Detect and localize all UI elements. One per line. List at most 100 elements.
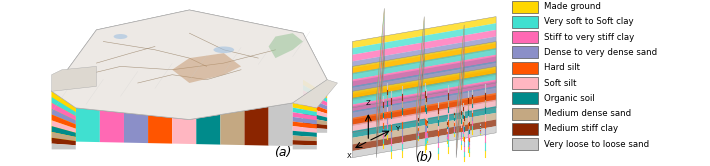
Polygon shape xyxy=(456,60,464,149)
Polygon shape xyxy=(52,115,76,129)
Polygon shape xyxy=(52,126,76,137)
Polygon shape xyxy=(303,90,327,106)
Polygon shape xyxy=(52,10,327,120)
Bar xyxy=(512,46,538,58)
Polygon shape xyxy=(293,135,317,141)
Polygon shape xyxy=(456,70,464,158)
Text: Medium stiff clay: Medium stiff clay xyxy=(544,124,618,133)
Polygon shape xyxy=(268,33,303,58)
Polygon shape xyxy=(52,97,76,116)
Polygon shape xyxy=(352,113,496,144)
Polygon shape xyxy=(416,51,425,148)
Polygon shape xyxy=(352,101,496,133)
Polygon shape xyxy=(376,43,384,140)
Text: Medium dense sand: Medium dense sand xyxy=(544,109,631,118)
Bar xyxy=(512,138,538,150)
Polygon shape xyxy=(416,37,425,133)
Polygon shape xyxy=(352,61,496,93)
Polygon shape xyxy=(352,23,496,55)
Polygon shape xyxy=(293,145,317,149)
Polygon shape xyxy=(376,14,384,111)
Polygon shape xyxy=(352,81,496,113)
Polygon shape xyxy=(172,97,196,144)
Polygon shape xyxy=(303,80,327,98)
Text: Stiff to very stiff clay: Stiff to very stiff clay xyxy=(544,33,634,42)
Text: Soft silt: Soft silt xyxy=(544,79,577,87)
Polygon shape xyxy=(352,80,496,111)
Text: Hard silt: Hard silt xyxy=(544,63,580,72)
Polygon shape xyxy=(352,88,496,120)
Polygon shape xyxy=(52,144,76,149)
Polygon shape xyxy=(196,98,220,145)
Text: Dense to very dense sand: Dense to very dense sand xyxy=(544,48,657,57)
Polygon shape xyxy=(376,37,384,134)
Polygon shape xyxy=(352,56,496,88)
Polygon shape xyxy=(352,95,496,126)
Polygon shape xyxy=(352,93,496,124)
Text: Made ground: Made ground xyxy=(544,2,601,11)
Polygon shape xyxy=(352,86,496,118)
Polygon shape xyxy=(293,140,317,145)
Polygon shape xyxy=(456,30,464,124)
Polygon shape xyxy=(352,50,496,81)
Polygon shape xyxy=(416,22,425,118)
Polygon shape xyxy=(76,92,100,142)
Text: (a): (a) xyxy=(273,146,291,159)
Polygon shape xyxy=(293,126,317,133)
Polygon shape xyxy=(303,101,327,114)
Bar xyxy=(512,123,538,135)
Polygon shape xyxy=(352,75,496,106)
Polygon shape xyxy=(376,49,384,146)
Polygon shape xyxy=(293,112,317,120)
Polygon shape xyxy=(456,35,464,129)
Polygon shape xyxy=(352,30,496,61)
Polygon shape xyxy=(303,122,327,129)
Polygon shape xyxy=(52,66,97,91)
Polygon shape xyxy=(303,127,327,133)
Polygon shape xyxy=(52,138,76,145)
Polygon shape xyxy=(376,8,384,105)
Polygon shape xyxy=(293,117,317,124)
Polygon shape xyxy=(220,99,244,145)
Polygon shape xyxy=(244,101,268,146)
Bar xyxy=(512,1,538,13)
Polygon shape xyxy=(52,103,76,120)
Polygon shape xyxy=(416,42,425,138)
Ellipse shape xyxy=(114,34,127,39)
Text: Organic soil: Organic soil xyxy=(544,94,595,103)
Polygon shape xyxy=(352,63,496,95)
Polygon shape xyxy=(352,70,496,101)
Text: X: X xyxy=(346,153,351,159)
Polygon shape xyxy=(456,40,464,133)
Polygon shape xyxy=(456,65,464,154)
Polygon shape xyxy=(352,106,496,138)
Polygon shape xyxy=(293,80,337,108)
Polygon shape xyxy=(52,91,76,142)
Polygon shape xyxy=(376,20,384,117)
Polygon shape xyxy=(352,76,496,108)
Polygon shape xyxy=(416,27,425,123)
Polygon shape xyxy=(293,131,317,137)
Polygon shape xyxy=(376,26,384,123)
Polygon shape xyxy=(416,61,425,158)
Polygon shape xyxy=(303,106,327,118)
Text: Very loose to loose sand: Very loose to loose sand xyxy=(544,140,649,149)
Polygon shape xyxy=(52,91,76,112)
Polygon shape xyxy=(352,73,496,105)
Polygon shape xyxy=(124,95,148,143)
Polygon shape xyxy=(52,10,327,120)
Polygon shape xyxy=(352,66,496,98)
Polygon shape xyxy=(303,96,327,110)
Polygon shape xyxy=(376,61,384,158)
Polygon shape xyxy=(268,102,293,146)
Polygon shape xyxy=(352,120,496,151)
Polygon shape xyxy=(456,25,464,120)
Polygon shape xyxy=(303,85,327,102)
Polygon shape xyxy=(352,43,496,75)
Polygon shape xyxy=(148,96,172,144)
Bar xyxy=(512,108,538,120)
Polygon shape xyxy=(456,45,464,137)
Polygon shape xyxy=(416,17,425,113)
Bar xyxy=(512,31,538,43)
Polygon shape xyxy=(52,132,76,141)
